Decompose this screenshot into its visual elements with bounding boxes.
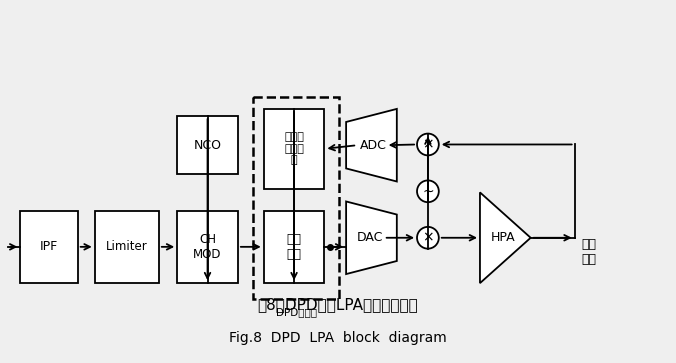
FancyBboxPatch shape [177, 211, 238, 283]
FancyBboxPatch shape [264, 109, 324, 189]
Text: DPD処理部: DPD処理部 [276, 307, 316, 317]
Text: 歪補
償部: 歪補 償部 [287, 233, 301, 261]
FancyBboxPatch shape [95, 211, 159, 283]
Text: Fig.8  DPD  LPA  block  diagram: Fig.8 DPD LPA block diagram [229, 331, 447, 344]
Polygon shape [480, 192, 531, 283]
Text: アルゴ
リズム
部: アルゴ リズム 部 [284, 132, 304, 166]
Circle shape [417, 134, 439, 155]
Text: CH
MOD: CH MOD [193, 233, 222, 261]
Circle shape [417, 180, 439, 202]
Text: 図8　DPD方式LPAのブロック図: 図8 DPD方式LPAのブロック図 [258, 297, 418, 313]
FancyBboxPatch shape [20, 211, 78, 283]
FancyBboxPatch shape [264, 211, 324, 283]
Circle shape [417, 227, 439, 249]
Text: Limiter: Limiter [106, 240, 147, 253]
Polygon shape [346, 109, 397, 182]
Text: 送信
信号: 送信 信号 [581, 238, 596, 266]
Text: IPF: IPF [40, 240, 58, 253]
Text: ADC: ADC [360, 139, 387, 152]
FancyBboxPatch shape [177, 116, 238, 174]
Text: ~: ~ [422, 185, 434, 199]
Text: DAC: DAC [357, 231, 383, 244]
Text: NCO: NCO [193, 139, 222, 152]
Text: ×: × [422, 138, 434, 151]
Text: HPA: HPA [491, 231, 516, 244]
Polygon shape [346, 201, 397, 274]
Text: ×: × [422, 231, 434, 245]
